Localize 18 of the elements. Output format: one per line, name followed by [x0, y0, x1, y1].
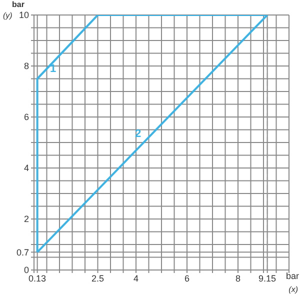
y-tick-label: 6 — [24, 112, 29, 122]
x-tick-label: 8 — [235, 273, 241, 284]
y-axis-title: bar — [12, 0, 24, 9]
x-tick-label: 0.13 — [28, 273, 46, 284]
y-tick-label: 2 — [24, 214, 29, 224]
y-tick-label: 10 — [18, 10, 29, 20]
x-tick-label: 9.15 — [258, 273, 276, 284]
y-tick-label: 0.7 — [16, 247, 29, 258]
y-tick-label: 8 — [24, 61, 29, 72]
y-tick-label: 4 — [24, 163, 29, 174]
x-tick-label: 6 — [184, 273, 190, 284]
annotation: 1 — [50, 63, 56, 75]
x-tick-label: 2.5 — [91, 273, 104, 284]
text: (y) — [3, 11, 12, 20]
text: (x) — [288, 285, 298, 294]
x-axis-title: bar — [286, 271, 299, 281]
y-tick-label: 0 — [24, 265, 29, 276]
x-tick-label: 4 — [133, 273, 139, 284]
